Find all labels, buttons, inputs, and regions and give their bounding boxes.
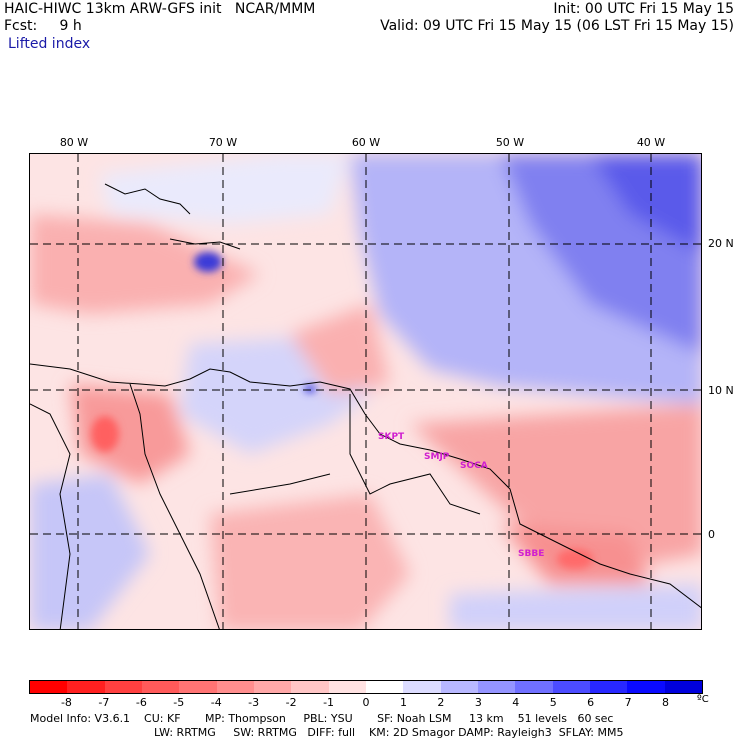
colorbar-tick-label: -6: [135, 696, 147, 709]
colorbar-tick-label: -8: [60, 696, 72, 709]
colorbar-tick-label: 7: [624, 696, 632, 709]
colorbar-segment: [589, 681, 628, 693]
variable-name: Lifted index: [8, 36, 91, 52]
lon-label-80w: 80 W: [59, 136, 89, 149]
coastlines: [30, 183, 701, 629]
colorbar-segment: [141, 681, 180, 693]
colorbar-segment: [104, 681, 142, 693]
colorbar-segment: [477, 681, 516, 693]
lon-label-70w: 70 W: [208, 136, 238, 149]
lon-label-60w: 60 W: [351, 136, 381, 149]
valid-time: Valid: 09 UTC Fri 15 May 15 (06 LST Fri …: [380, 18, 734, 34]
colorbar-tick-label: 6: [587, 696, 595, 709]
colorbar-tick-label: 5: [549, 696, 557, 709]
lon-label-40w: 40 W: [636, 136, 666, 149]
model-info-line2: LW: RRTMG SW: RRTMG DIFF: full KM: 2D Sm…: [154, 726, 624, 739]
colorbar-segment: [440, 681, 478, 693]
colorbar-segment: [365, 681, 404, 693]
lat-label-20n: 20 N: [708, 237, 734, 250]
colorbar-unit: ºC: [697, 694, 709, 705]
colorbar-tick-label: -2: [285, 696, 297, 709]
colorbar-segment: [403, 681, 441, 693]
colorbar-segment: [30, 681, 68, 693]
init-time: Init: 00 UTC Fri 15 May 15: [553, 1, 734, 17]
lifted-index-map: SKPT SMJP SOCA SBBE: [29, 153, 702, 630]
convective-spots: [91, 252, 593, 569]
colorbar-tick-label: 2: [437, 696, 445, 709]
colorbar-segment: [328, 681, 366, 693]
city-sbbe: SBBE: [518, 549, 545, 559]
city-skpt: SKPT: [378, 432, 405, 442]
colorbar-segment: [253, 681, 292, 693]
colorbar-segment: [515, 681, 553, 693]
colorbar-segment: [627, 681, 665, 693]
colorbar-tick-label: 8: [662, 696, 670, 709]
colorbar-segment: [552, 681, 590, 693]
colorbar-segment: [664, 681, 702, 693]
graticule: [30, 154, 701, 629]
colorbar-segment: [179, 681, 217, 693]
city-soca: SOCA: [460, 461, 488, 471]
colorbar: [29, 680, 703, 694]
colorbar-tick-label: -5: [173, 696, 185, 709]
city-smjp: SMJP: [424, 452, 450, 462]
map-canvas: [30, 154, 701, 629]
colorbar-segment: [291, 681, 329, 693]
model-info-line1: Model Info: V3.6.1 CU: KF MP: Thompson P…: [30, 712, 614, 725]
colorbar-tick-label: -4: [210, 696, 222, 709]
model-title: HAIC-HIWC 13km ARW-GFS init NCAR/MMM: [4, 1, 316, 17]
colorbar-tick-label: -3: [248, 696, 260, 709]
lat-label-10n: 10 N: [708, 384, 734, 397]
colorbar-tick-label: 3: [474, 696, 482, 709]
lat-label-0: 0: [708, 528, 715, 541]
lon-label-50w: 50 W: [495, 136, 525, 149]
colorbar-segment: [67, 681, 105, 693]
colorbar-tick-label: -1: [323, 696, 335, 709]
colorbar-tick-label: 4: [512, 696, 520, 709]
field-shading: [30, 154, 701, 629]
colorbar-segment: [216, 681, 254, 693]
colorbar-tick-label: 1: [399, 696, 407, 709]
colorbar-tick-label: 0: [362, 696, 370, 709]
forecast-hour: Fcst: 9 h: [4, 18, 82, 34]
colorbar-tick-label: -7: [98, 696, 110, 709]
